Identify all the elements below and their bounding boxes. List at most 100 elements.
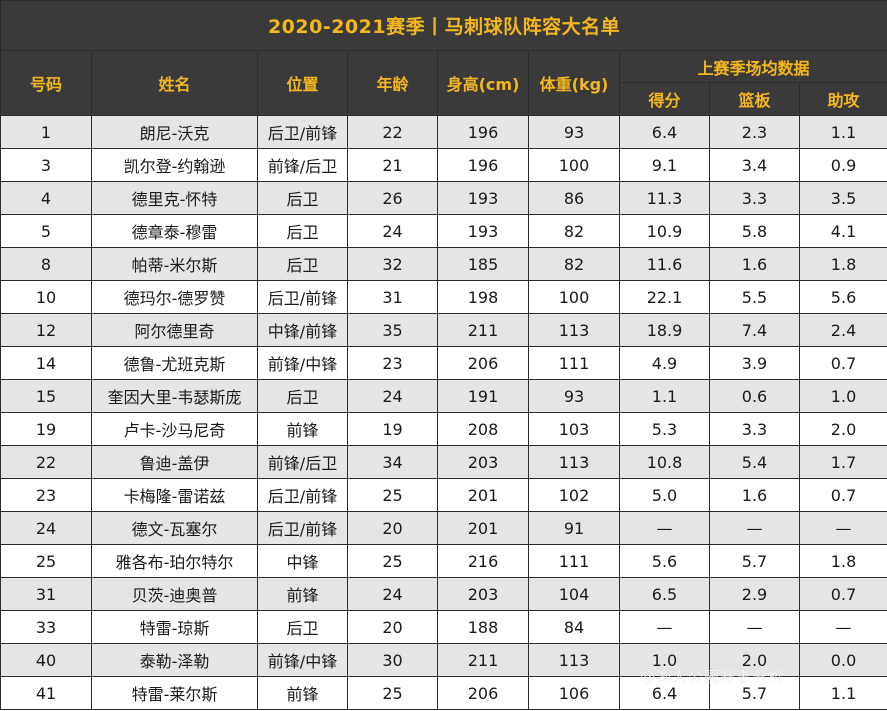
cell-position: 后卫 xyxy=(257,379,348,413)
cell-weight: 113 xyxy=(528,445,620,479)
cell-position: 前锋/后卫 xyxy=(257,445,348,479)
cell-points: 5.3 xyxy=(619,412,710,446)
cell-name: 雅各布-珀尔特尔 xyxy=(91,544,258,578)
cell-position: 前锋 xyxy=(257,412,348,446)
cell-number: 14 xyxy=(0,346,92,380)
cell-position: 后卫 xyxy=(257,247,348,281)
cell-height: 216 xyxy=(437,544,529,578)
cell-age: 35 xyxy=(347,313,438,347)
cell-rebounds: 1.6 xyxy=(709,247,800,281)
cell-height: 191 xyxy=(437,379,529,413)
cell-age: 22 xyxy=(347,115,438,149)
cell-rebounds: 2.9 xyxy=(709,577,800,611)
cell-rebounds: — xyxy=(709,511,800,545)
cell-height: 203 xyxy=(437,577,529,611)
cell-position: 后卫/前锋 xyxy=(257,511,348,545)
cell-weight: 82 xyxy=(528,247,620,281)
cell-rebounds: 3.3 xyxy=(709,412,800,446)
table-row: 23 卡梅隆-雷诺兹 后卫/前锋 25 201 102 5.0 1.6 0.7 xyxy=(0,478,887,512)
cell-position: 后卫/前锋 xyxy=(257,115,348,149)
cell-position: 后卫 xyxy=(257,214,348,248)
cell-number: 1 xyxy=(0,115,92,149)
cell-position: 后卫/前锋 xyxy=(257,478,348,512)
cell-weight: 93 xyxy=(528,115,620,149)
cell-weight: 103 xyxy=(528,412,620,446)
cell-points: 9.1 xyxy=(619,148,710,182)
cell-height: 193 xyxy=(437,181,529,215)
roster-body: 1 朗尼-沃克 后卫/前锋 22 196 93 6.4 2.3 1.1 3 凯尔登-约翰逊 前锋/后卫… xyxy=(0,115,887,710)
cell-rebounds: 3.3 xyxy=(709,181,800,215)
cell-weight: 102 xyxy=(528,478,620,512)
cell-name: 德文-瓦塞尔 xyxy=(91,511,258,545)
cell-weight: 113 xyxy=(528,643,620,677)
cell-height: 196 xyxy=(437,148,529,182)
cell-points: 4.9 xyxy=(619,346,710,380)
cell-age: 26 xyxy=(347,181,438,215)
cell-name: 凯尔登-约翰逊 xyxy=(91,148,258,182)
cell-position: 前锋/后卫 xyxy=(257,148,348,182)
cell-number: 40 xyxy=(0,643,92,677)
cell-name: 奎因大里-韦瑟斯庞 xyxy=(91,379,258,413)
header-position: 位置 xyxy=(257,50,348,116)
cell-age: 25 xyxy=(347,544,438,578)
cell-number: 25 xyxy=(0,544,92,578)
cell-assists: — xyxy=(798,610,887,644)
cell-age: 24 xyxy=(347,379,438,413)
cell-height: 201 xyxy=(437,478,529,512)
cell-position: 中锋/前锋 xyxy=(257,313,348,347)
cell-points: 1.1 xyxy=(619,379,710,413)
cell-height: 196 xyxy=(437,115,529,149)
cell-name: 阿尔德里奇 xyxy=(91,313,258,347)
cell-points: 6.4 xyxy=(619,676,710,710)
header-points: 得分 xyxy=(619,82,710,116)
cell-position: 前锋 xyxy=(257,577,348,611)
cell-weight: 82 xyxy=(528,214,620,248)
table-row: 5 德章泰-穆雷 后卫 24 193 82 10.9 5.8 4.1 xyxy=(0,214,887,248)
cell-age: 23 xyxy=(347,346,438,380)
cell-position: 后卫 xyxy=(257,610,348,644)
cell-height: 208 xyxy=(437,412,529,446)
cell-name: 德章泰-穆雷 xyxy=(91,214,258,248)
cell-points: — xyxy=(619,511,710,545)
cell-name: 贝茨-迪奥普 xyxy=(91,577,258,611)
cell-height: 206 xyxy=(437,346,529,380)
cell-weight: 84 xyxy=(528,610,620,644)
cell-age: 32 xyxy=(347,247,438,281)
cell-position: 前锋 xyxy=(257,676,348,710)
cell-name: 卢卡-沙马尼奇 xyxy=(91,412,258,446)
table-row: 41 特雷-莱尔斯 前锋 25 206 106 6.4 5.7 1.1 xyxy=(0,676,887,710)
table-row: 31 贝茨-迪奥普 前锋 24 203 104 6.5 2.9 0.7 xyxy=(0,577,887,611)
cell-number: 23 xyxy=(0,478,92,512)
cell-name: 卡梅隆-雷诺兹 xyxy=(91,478,258,512)
header-assists: 助攻 xyxy=(798,82,887,116)
header-age: 年龄 xyxy=(347,50,438,116)
cell-assists: 1.1 xyxy=(798,115,887,149)
cell-name: 德玛尔-德罗赞 xyxy=(91,280,258,314)
cell-assists: 5.6 xyxy=(798,280,887,314)
cell-rebounds: 0.6 xyxy=(709,379,800,413)
cell-points: 6.5 xyxy=(619,577,710,611)
table-row: 25 雅各布-珀尔特尔 中锋 25 216 111 5.6 5.7 1.8 xyxy=(0,544,887,578)
cell-points: 11.6 xyxy=(619,247,710,281)
table-title: 2020-2021赛季丨马刺球队阵容大名单 xyxy=(0,0,887,51)
cell-weight: 93 xyxy=(528,379,620,413)
cell-name: 德鲁-尤班克斯 xyxy=(91,346,258,380)
header-name: 姓名 xyxy=(91,50,258,116)
table-row: 12 阿尔德里奇 中锋/前锋 35 211 113 18.9 7.4 2.4 xyxy=(0,313,887,347)
cell-weight: 104 xyxy=(528,577,620,611)
cell-assists: 3.5 xyxy=(798,181,887,215)
cell-weight: 106 xyxy=(528,676,620,710)
table-row: 19 卢卡-沙马尼奇 前锋 19 208 103 5.3 3.3 2.0 xyxy=(0,412,887,446)
cell-points: 18.9 xyxy=(619,313,710,347)
cell-number: 31 xyxy=(0,577,92,611)
cell-rebounds: 3.9 xyxy=(709,346,800,380)
cell-number: 5 xyxy=(0,214,92,248)
cell-age: 25 xyxy=(347,676,438,710)
cell-assists: 1.7 xyxy=(798,445,887,479)
cell-number: 3 xyxy=(0,148,92,182)
cell-name: 泰勒-泽勒 xyxy=(91,643,258,677)
table-row: 40 泰勒-泽勒 前锋/中锋 30 211 113 1.0 2.0 0.0 xyxy=(0,643,887,677)
cell-number: 19 xyxy=(0,412,92,446)
cell-name: 帕蒂-米尔斯 xyxy=(91,247,258,281)
